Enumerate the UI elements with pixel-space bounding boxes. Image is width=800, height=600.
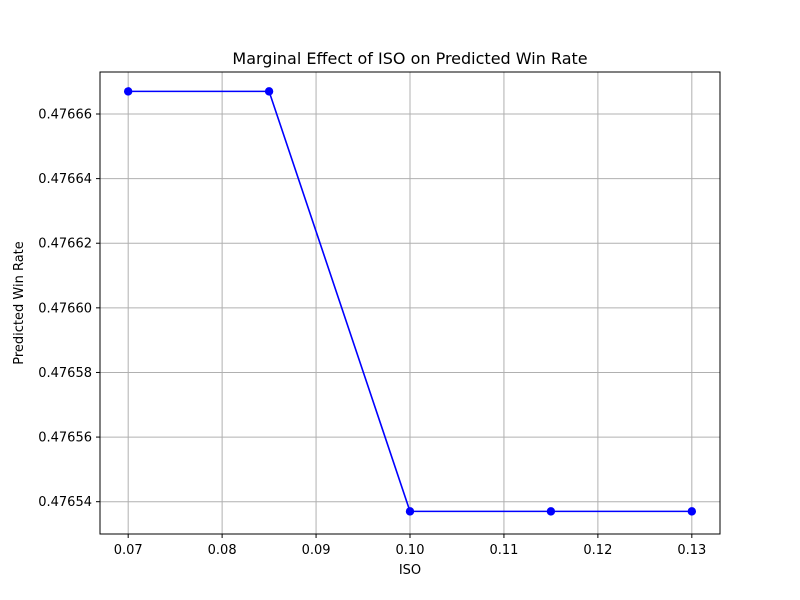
data-point [687,507,697,516]
y-tick-label: 0.47664 [38,172,92,187]
plot-frame [99,71,721,535]
y-tick-label: 0.47666 [38,108,92,123]
data-point [405,507,415,516]
x-axis-label: ISO [399,563,421,578]
y-tick-label: 0.47662 [38,237,92,252]
x-tick-label: 0.09 [302,543,331,558]
x-tick-label: 0.07 [114,543,143,558]
x-tick-label: 0.10 [396,543,425,558]
grid [100,72,720,534]
data-point [546,507,556,516]
x-tick-label: 0.12 [583,543,612,558]
chart-title: Marginal Effect of ISO on Predicted Win … [232,49,587,68]
x-tick-label: 0.11 [489,543,518,558]
data-point [264,87,274,96]
y-tick-label: 0.47654 [38,495,92,510]
y-tick-label: 0.47660 [38,301,92,316]
y-tick-label: 0.47658 [38,366,92,381]
x-tick-label: 0.13 [677,543,706,558]
data-point [123,87,133,96]
y-tick-label: 0.47656 [38,431,92,446]
series-layer [123,87,697,516]
ticks: 0.07 0.08 0.09 0.10 0.11 0.12 0.13 0.47654 0.476… [38,108,706,559]
x-tick-label: 0.08 [208,543,237,558]
y-axis-label: Predicted Win Rate [12,241,27,365]
